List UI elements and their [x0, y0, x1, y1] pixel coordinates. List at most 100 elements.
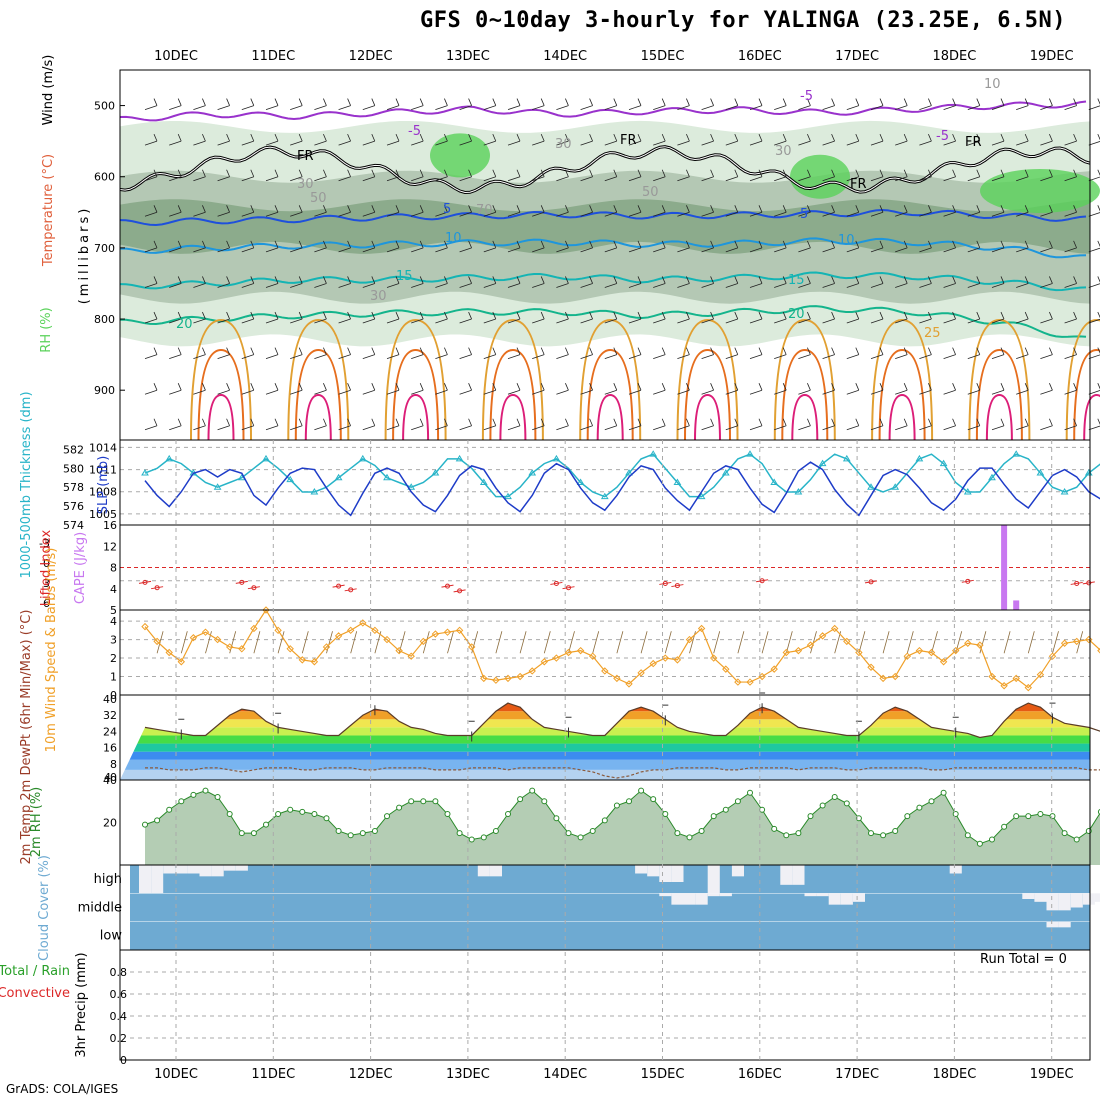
wind-barb	[193, 133, 206, 146]
wind-barb	[241, 169, 255, 182]
wind-barb	[483, 133, 497, 146]
y-tick-label: 0.6	[110, 988, 128, 1001]
date-label-top: 10DEC	[154, 49, 198, 64]
wind-speed-point	[552, 654, 561, 662]
wind-speed-point	[467, 643, 476, 651]
cloud-cell	[151, 865, 164, 894]
y-tick-label: 8	[110, 562, 117, 575]
rh2m-point	[722, 806, 729, 813]
wind-speed-point	[734, 678, 742, 686]
wind-barb	[144, 98, 158, 110]
wind-speed-point	[697, 624, 706, 633]
wind-barb	[846, 133, 860, 146]
thickness-point	[625, 469, 633, 476]
wind-barb	[749, 418, 763, 431]
wind-barb	[1016, 418, 1029, 431]
date-label-top: 15DEC	[641, 49, 685, 64]
wind-barb	[653, 311, 666, 324]
rh2m-point	[662, 811, 669, 817]
wind-barb	[967, 240, 981, 253]
wind-barb	[967, 169, 981, 182]
thickness-point	[721, 469, 730, 476]
date-label-bottom: 19DEC	[1030, 1067, 1074, 1082]
wind-barb	[411, 418, 424, 431]
y2-tick-label: 580	[63, 462, 84, 475]
rh2m-point	[529, 787, 536, 794]
wind-barb	[919, 311, 932, 324]
y-tick-label: 0.2	[110, 1032, 128, 1045]
wind-barb	[144, 418, 158, 431]
temp-surface-contour	[888, 393, 916, 441]
wind-barb	[749, 383, 763, 395]
rh2m-point	[759, 806, 766, 813]
wind-barb	[580, 383, 593, 395]
wind-barb	[749, 98, 763, 110]
contour-label: FR	[297, 149, 314, 164]
wind-barb	[507, 169, 521, 182]
temp-surface-contour	[871, 318, 934, 441]
date-label-bottom: 11DEC	[251, 1067, 295, 1082]
wind-barb	[507, 205, 521, 217]
wind-barb	[459, 418, 472, 431]
rh2m-point	[335, 828, 342, 834]
wind-barb	[580, 311, 593, 324]
rh2m-point	[154, 817, 161, 824]
isotherm-line	[119, 271, 1087, 292]
wind-barb	[822, 383, 835, 395]
y-tick-label: 700	[94, 242, 115, 255]
wind-barb	[483, 418, 497, 431]
isotherm-line	[119, 305, 1087, 338]
temp-surface-contour	[985, 393, 1013, 441]
cloud-layer-label: middle	[78, 900, 122, 915]
rh2m-point	[190, 791, 197, 798]
rh2m-point	[807, 813, 814, 820]
y-tick-label: 24	[103, 725, 117, 738]
wind-speed-point	[346, 626, 355, 635]
wind-barb	[1016, 311, 1029, 324]
wind-barb	[386, 133, 400, 146]
wind-barb	[217, 418, 230, 431]
wind-barb	[653, 205, 666, 217]
lifted-axis-label: Lifted Index	[39, 529, 54, 606]
wind-barb	[1064, 311, 1077, 324]
thickness-point	[770, 478, 779, 485]
cloud-cell	[671, 893, 684, 905]
thickness-point	[552, 454, 561, 462]
wind-barb	[967, 311, 981, 324]
wind-barb	[435, 205, 448, 217]
wind-barb	[169, 98, 182, 110]
wind-barb	[169, 311, 182, 324]
cape-bar	[1001, 525, 1008, 610]
rh2m-point	[178, 798, 185, 805]
wind-barb	[217, 276, 230, 288]
wind-barb	[483, 347, 497, 359]
surface-wind-barb	[1003, 631, 1011, 654]
lifted-index-segment	[659, 581, 672, 585]
chart-title: GFS 0~10day 3-hourly for YALINGA (23.25E…	[420, 8, 1067, 33]
wind-barb	[1088, 347, 1100, 359]
wind-barb	[822, 347, 835, 359]
wind-barb	[362, 276, 376, 288]
wind-barb	[774, 98, 787, 110]
wind-barb	[919, 276, 932, 288]
temp-surface-contour	[197, 348, 245, 441]
wind-barb	[822, 240, 835, 253]
wind-speed-point	[843, 637, 851, 646]
wind-barb	[701, 347, 714, 359]
y-tick-label: 12	[103, 540, 117, 553]
wind-barb	[653, 418, 666, 431]
surface-wind-barb	[398, 631, 406, 654]
wind-barb	[628, 347, 642, 359]
wind-barb	[774, 383, 787, 395]
wind-speed-point	[286, 645, 294, 653]
cloud-cell	[659, 893, 672, 897]
wind-speed-point	[359, 619, 367, 627]
wind-barb	[774, 347, 787, 359]
wind-barb	[411, 383, 424, 395]
wind-barb	[435, 311, 448, 324]
rh2m-point	[226, 811, 233, 817]
thickness-point	[842, 454, 851, 462]
slp-line	[144, 461, 1100, 517]
minmax-bar	[275, 712, 282, 734]
wind-barb	[290, 418, 303, 431]
